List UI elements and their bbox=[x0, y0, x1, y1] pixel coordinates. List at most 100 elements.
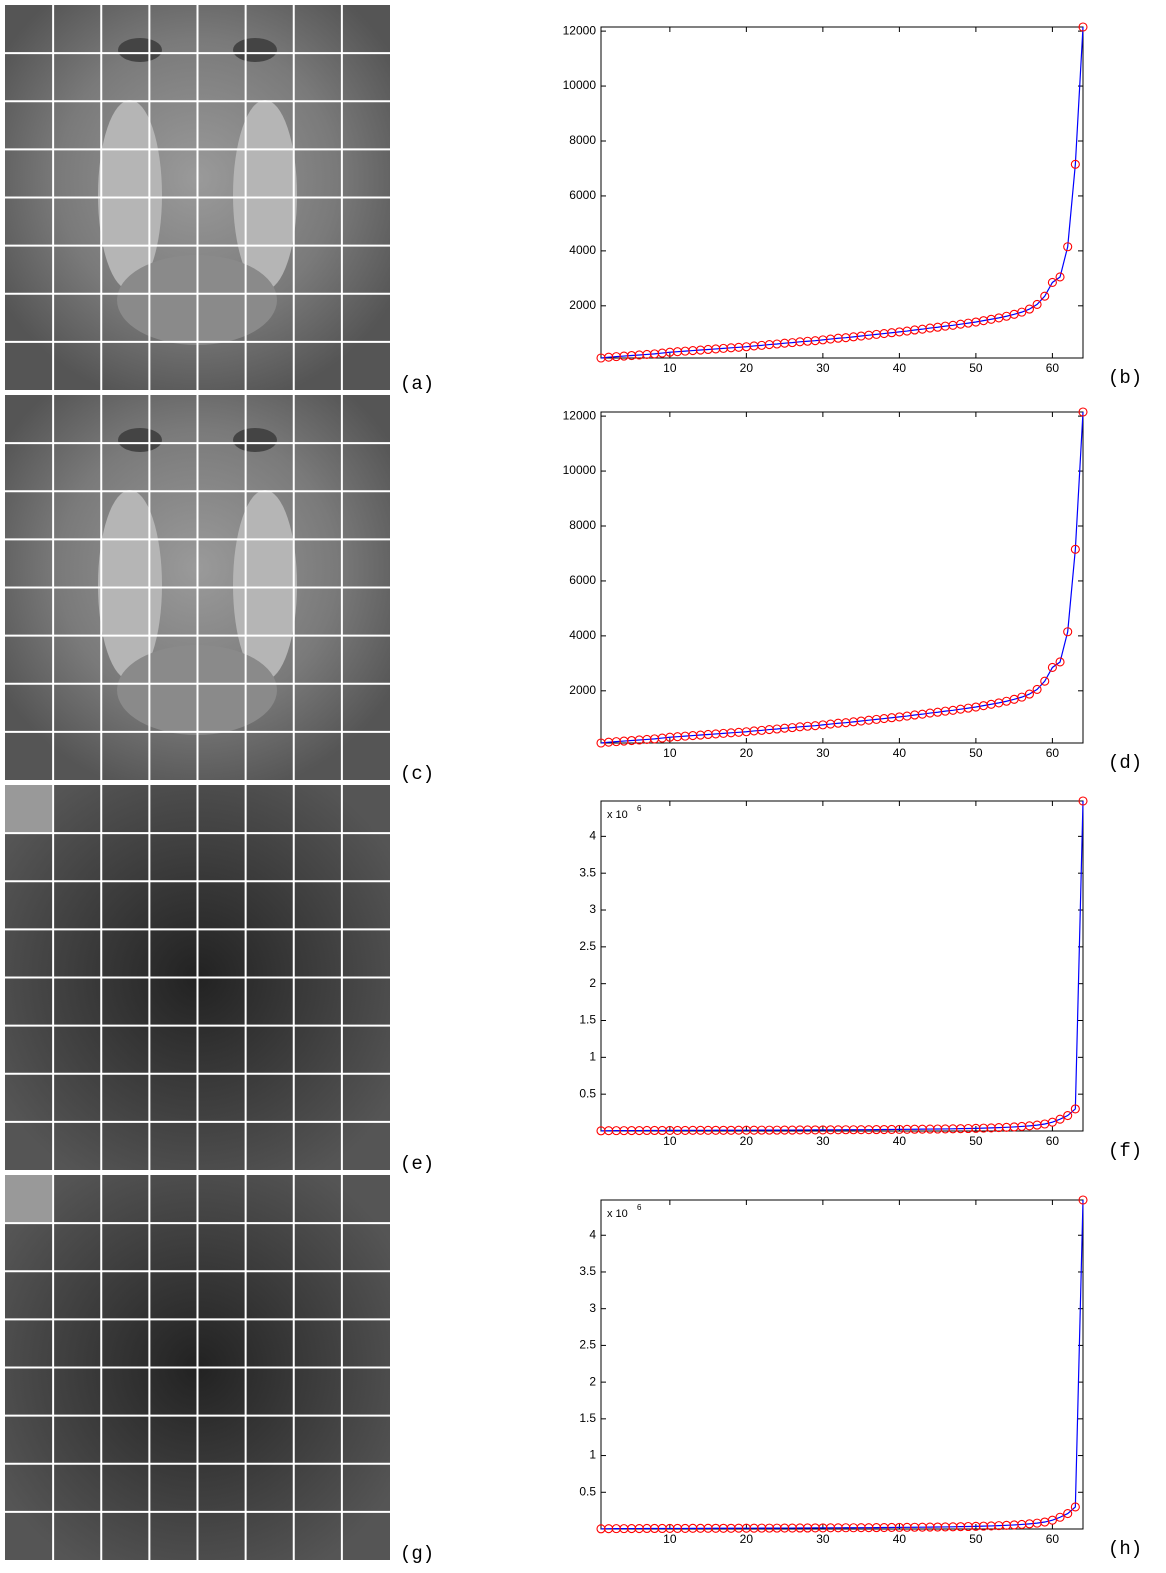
x-tick-label: 20 bbox=[740, 746, 754, 760]
x-tick-label: 20 bbox=[740, 1532, 754, 1546]
y-tick-label: 3 bbox=[589, 1301, 596, 1315]
marker bbox=[1047, 1515, 1057, 1525]
marker bbox=[1032, 684, 1042, 694]
y-tick-label: 2 bbox=[589, 976, 596, 990]
chart: 10 20 30 40 50 60 2000 4000 6000 8000 10000 12000 (d… bbox=[563, 407, 1142, 774]
x-tick-label: 50 bbox=[969, 361, 983, 375]
panel-label: (b) bbox=[1108, 367, 1142, 389]
image-panel bbox=[5, 785, 390, 1170]
marker bbox=[1017, 307, 1027, 317]
panel-label: (d) bbox=[1108, 752, 1142, 774]
image-detail bbox=[118, 38, 162, 62]
y-tick-label: 1.5 bbox=[579, 1013, 596, 1027]
y-tick-label: 1 bbox=[589, 1050, 596, 1064]
x-tick-label: 10 bbox=[663, 1134, 677, 1148]
y-tick-label: 2.5 bbox=[579, 939, 596, 953]
x-tick-label: 50 bbox=[969, 1134, 983, 1148]
x-tick-label: 40 bbox=[893, 361, 907, 375]
y-tick-label: 0.5 bbox=[579, 1086, 596, 1100]
x-tick-label: 40 bbox=[893, 746, 907, 760]
marker bbox=[1040, 676, 1050, 686]
marker bbox=[1055, 1512, 1065, 1522]
y-tick-label: 3.5 bbox=[579, 865, 596, 879]
y-tick-label: 3.5 bbox=[579, 1264, 596, 1278]
x-tick-label: 60 bbox=[1046, 746, 1060, 760]
chart: 10 20 30 40 50 60 0.5 1 1.5 2 2.5 3 3.5 4 x 10 6 (f) bbox=[579, 796, 1142, 1162]
image-detail bbox=[118, 428, 162, 452]
y-tick-label: 2000 bbox=[569, 298, 596, 312]
y-tick-label: 8000 bbox=[569, 133, 596, 147]
y-exponent: 6 bbox=[637, 804, 642, 813]
marker bbox=[1055, 1114, 1065, 1124]
y-tick-label: 10000 bbox=[563, 78, 597, 92]
marker bbox=[1024, 689, 1034, 699]
image-detail bbox=[5, 785, 53, 833]
image-detail bbox=[233, 428, 277, 452]
marker bbox=[1024, 304, 1034, 314]
x-tick-label: 30 bbox=[816, 1532, 830, 1546]
x-tick-label: 50 bbox=[969, 1532, 983, 1546]
marker bbox=[1032, 299, 1042, 309]
marker bbox=[1047, 277, 1057, 288]
x-tick-label: 10 bbox=[663, 746, 677, 760]
y-tick-label: 12000 bbox=[563, 408, 597, 422]
x-tick-label: 60 bbox=[1046, 361, 1060, 375]
x-tick-label: 40 bbox=[893, 1532, 907, 1546]
x-tick-label: 10 bbox=[663, 1532, 677, 1546]
x-tick-label: 60 bbox=[1046, 1532, 1060, 1546]
marker bbox=[1078, 407, 1088, 417]
panel-label: (g) bbox=[400, 1543, 434, 1565]
marker bbox=[1063, 1509, 1073, 1519]
x-tick-label: 40 bbox=[893, 1134, 907, 1148]
image-panel bbox=[5, 5, 390, 390]
y-tick-label: 1.5 bbox=[579, 1411, 596, 1425]
y-multiplier: x 10 bbox=[607, 809, 628, 821]
marker bbox=[1078, 22, 1088, 32]
marker bbox=[1047, 1117, 1057, 1127]
image-detail bbox=[5, 1175, 53, 1223]
marker bbox=[1040, 291, 1050, 301]
image-detail bbox=[233, 490, 297, 680]
y-tick-label: 4 bbox=[589, 829, 596, 843]
y-tick-label: 2000 bbox=[569, 683, 596, 697]
marker bbox=[1055, 272, 1065, 282]
x-tick-label: 20 bbox=[740, 361, 754, 375]
image-panel bbox=[5, 395, 390, 780]
image-detail bbox=[98, 490, 162, 680]
plot-area bbox=[600, 800, 1084, 1132]
x-tick-label: 60 bbox=[1046, 1134, 1060, 1148]
y-tick-label: 4000 bbox=[569, 243, 596, 257]
marker bbox=[1070, 159, 1080, 169]
y-multiplier: x 10 bbox=[607, 1208, 628, 1220]
plot-area bbox=[600, 26, 1084, 359]
marker bbox=[1078, 796, 1088, 806]
y-tick-label: 4 bbox=[589, 1227, 596, 1241]
panel-label: (a) bbox=[400, 373, 434, 395]
marker bbox=[1017, 692, 1027, 702]
plot-area bbox=[600, 1199, 1084, 1530]
y-tick-label: 1 bbox=[589, 1448, 596, 1462]
marker bbox=[1063, 1110, 1073, 1121]
y-exponent: 6 bbox=[637, 1203, 642, 1212]
marker bbox=[1070, 544, 1080, 554]
y-tick-label: 6000 bbox=[569, 573, 596, 587]
panel-label: (f) bbox=[1108, 1140, 1142, 1162]
panel-label: (e) bbox=[400, 1153, 434, 1175]
x-tick-label: 50 bbox=[969, 746, 983, 760]
marker bbox=[1063, 242, 1073, 252]
y-tick-label: 2.5 bbox=[579, 1338, 596, 1352]
y-tick-label: 12000 bbox=[563, 23, 597, 37]
marker bbox=[1055, 657, 1065, 667]
marker bbox=[1078, 1195, 1088, 1205]
marker bbox=[1070, 1104, 1080, 1114]
x-tick-label: 10 bbox=[663, 361, 677, 375]
plot-area bbox=[600, 411, 1084, 744]
y-tick-label: 4000 bbox=[569, 628, 596, 642]
y-tick-label: 6000 bbox=[569, 188, 596, 202]
x-tick-label: 30 bbox=[816, 361, 830, 375]
chart: 10 20 30 40 50 60 2000 4000 6000 8000 10000 12000 (b… bbox=[563, 22, 1142, 389]
panel-label: (h) bbox=[1108, 1538, 1142, 1560]
marker bbox=[1047, 662, 1057, 673]
y-tick-label: 8000 bbox=[569, 518, 596, 532]
